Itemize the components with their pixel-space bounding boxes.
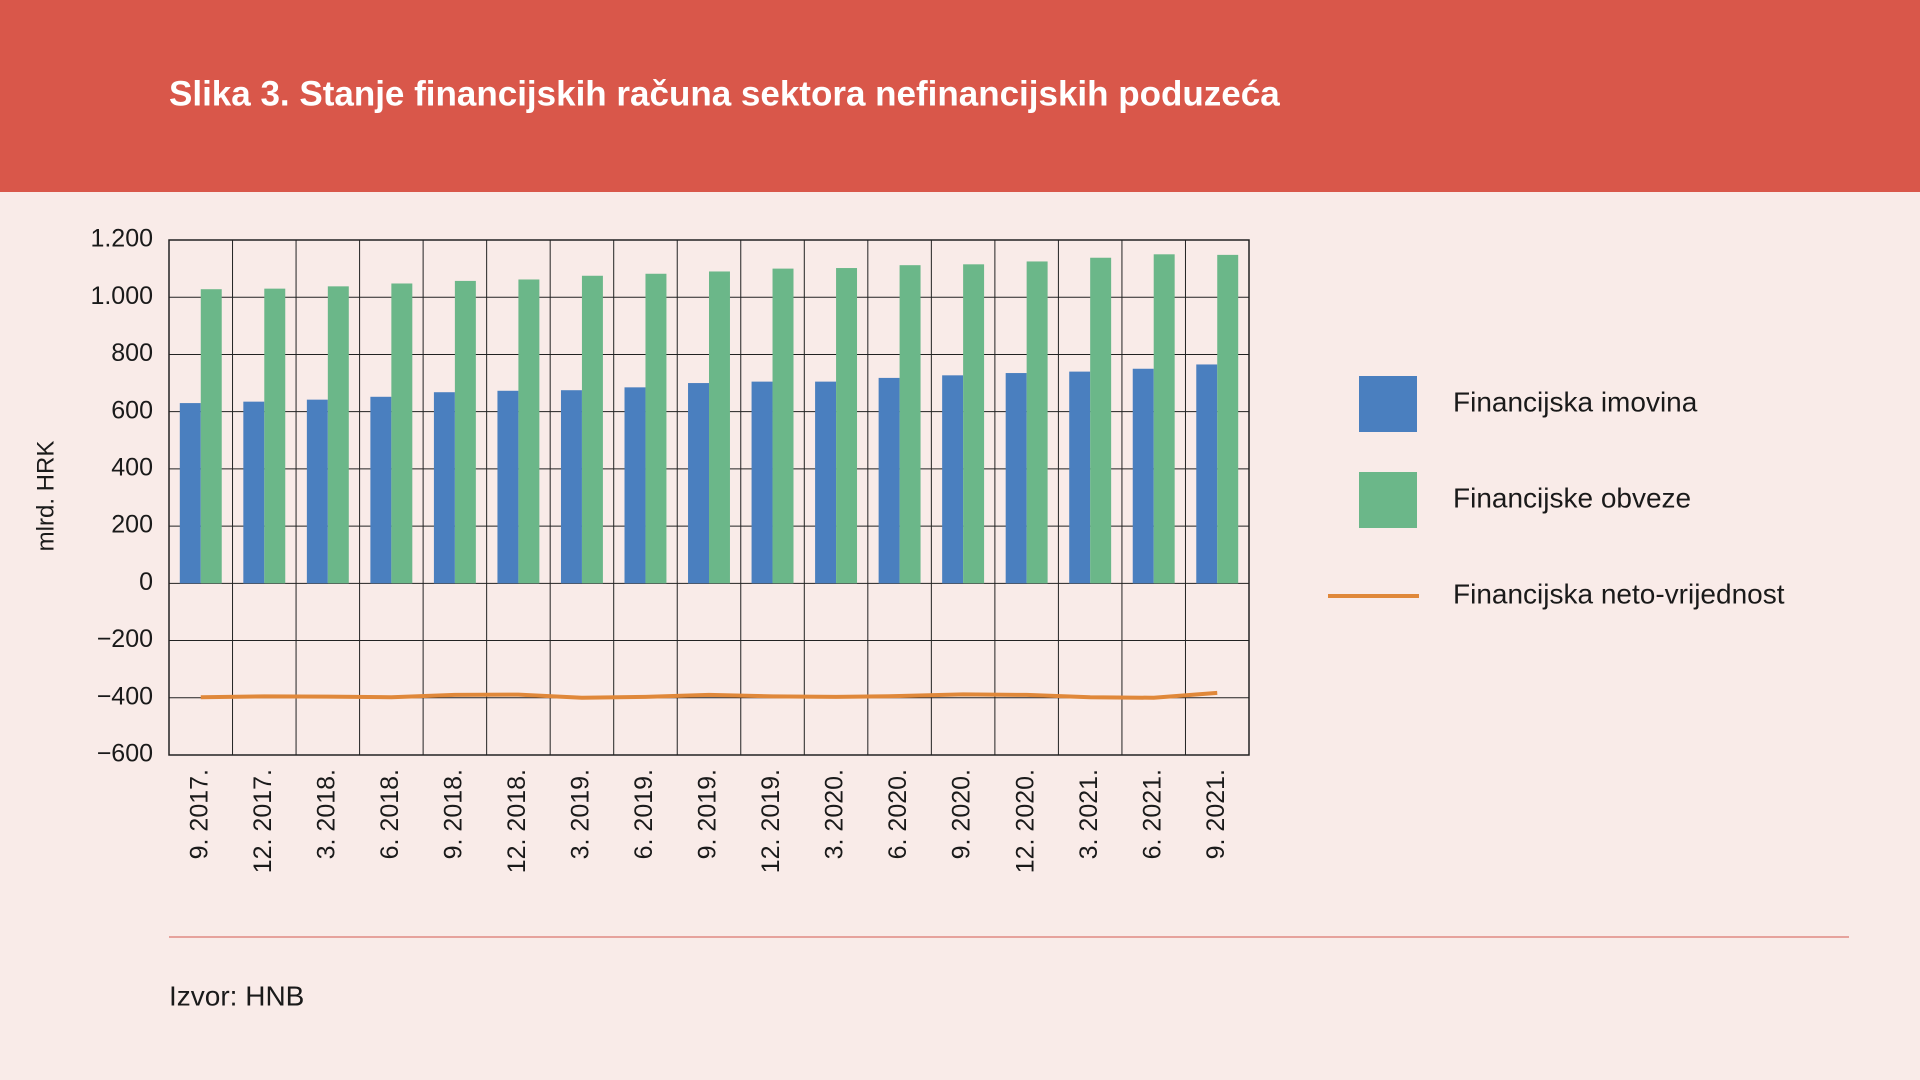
bar: [327, 286, 349, 584]
bar: [772, 268, 794, 584]
bar: [624, 387, 646, 584]
source: Izvor: HNB: [169, 980, 304, 1011]
x-tick-label: 12. 2018.: [503, 769, 531, 873]
bar: [243, 401, 265, 584]
bar: [497, 390, 519, 584]
x-tick-label: 9. 2017.: [185, 769, 213, 859]
y-tick-label: 800: [111, 339, 153, 367]
bar: [518, 279, 540, 584]
bar: [815, 381, 837, 584]
header: [0, 0, 1920, 192]
bar: [1132, 368, 1154, 584]
bar: [179, 403, 201, 584]
bar: [1026, 261, 1048, 584]
x-tick-label: 3. 2020.: [821, 769, 849, 859]
bar: [645, 273, 667, 584]
x-tick-label: 12. 2020.: [1011, 769, 1039, 873]
bar: [391, 283, 413, 584]
x-tick-label: 6. 2020.: [884, 769, 912, 859]
legend-label: Financijska neto-vrijednost: [1453, 578, 1785, 609]
legend-swatch: [1359, 472, 1417, 528]
bar: [433, 392, 455, 584]
bar: [200, 289, 222, 584]
y-tick-label: 400: [111, 453, 153, 481]
y-tick-label: −200: [97, 625, 153, 653]
bar: [560, 390, 582, 584]
x-tick-label: 6. 2018.: [376, 769, 404, 859]
bar: [454, 280, 476, 584]
bar: [306, 399, 328, 584]
x-tick-label: 3. 2021.: [1075, 769, 1103, 859]
x-tick-label: 9. 2020.: [948, 769, 976, 859]
bar: [836, 268, 858, 584]
bar: [1196, 364, 1218, 584]
y-tick-label: −400: [97, 682, 153, 710]
bar: [1005, 373, 1027, 584]
bar: [963, 264, 985, 584]
x-tick-label: 12. 2019.: [757, 769, 785, 873]
bar: [264, 288, 286, 584]
legend-swatch: [1359, 376, 1417, 432]
bar: [709, 271, 730, 584]
y-tick-label: −600: [97, 740, 153, 768]
bar: [751, 381, 773, 584]
x-tick-label: 6. 2021.: [1138, 769, 1166, 859]
bar: [1153, 254, 1175, 584]
y-tick-label: 0: [139, 568, 153, 596]
line: [200, 690, 1218, 700]
legend-label: Financijska imovina: [1453, 386, 1698, 417]
chart-title: Slika 3. Stanje financijskih računa sekt…: [169, 74, 1280, 113]
x-tick-label: 9. 2019.: [694, 769, 722, 859]
x-tick-label: 9. 2021.: [1202, 769, 1230, 859]
y-tick-label: 600: [111, 396, 153, 424]
x-tick-label: 12. 2017.: [249, 769, 277, 873]
y-axis-label: mlrd. HRK: [32, 441, 59, 552]
bar: [1069, 371, 1091, 584]
x-tick-label: 3. 2019.: [567, 769, 595, 859]
y-tick-label: 200: [111, 511, 153, 539]
bar: [899, 265, 921, 584]
x-tick-label: 6. 2019.: [630, 769, 658, 859]
legend-label: Financijske obveze: [1453, 482, 1691, 513]
bar: [1217, 254, 1239, 584]
x-tick-label: 3. 2018.: [312, 769, 340, 859]
bar: [370, 396, 392, 584]
x-tick-label: 9. 2018.: [439, 769, 467, 859]
bar: [581, 275, 603, 584]
y-tick-label: 1.200: [90, 225, 153, 253]
bar: [878, 377, 900, 584]
y-tick-label: 1.000: [90, 282, 153, 310]
plot-border: [168, 239, 1250, 756]
bar: [1090, 257, 1112, 584]
bar: [942, 375, 964, 584]
bar: [688, 383, 709, 584]
